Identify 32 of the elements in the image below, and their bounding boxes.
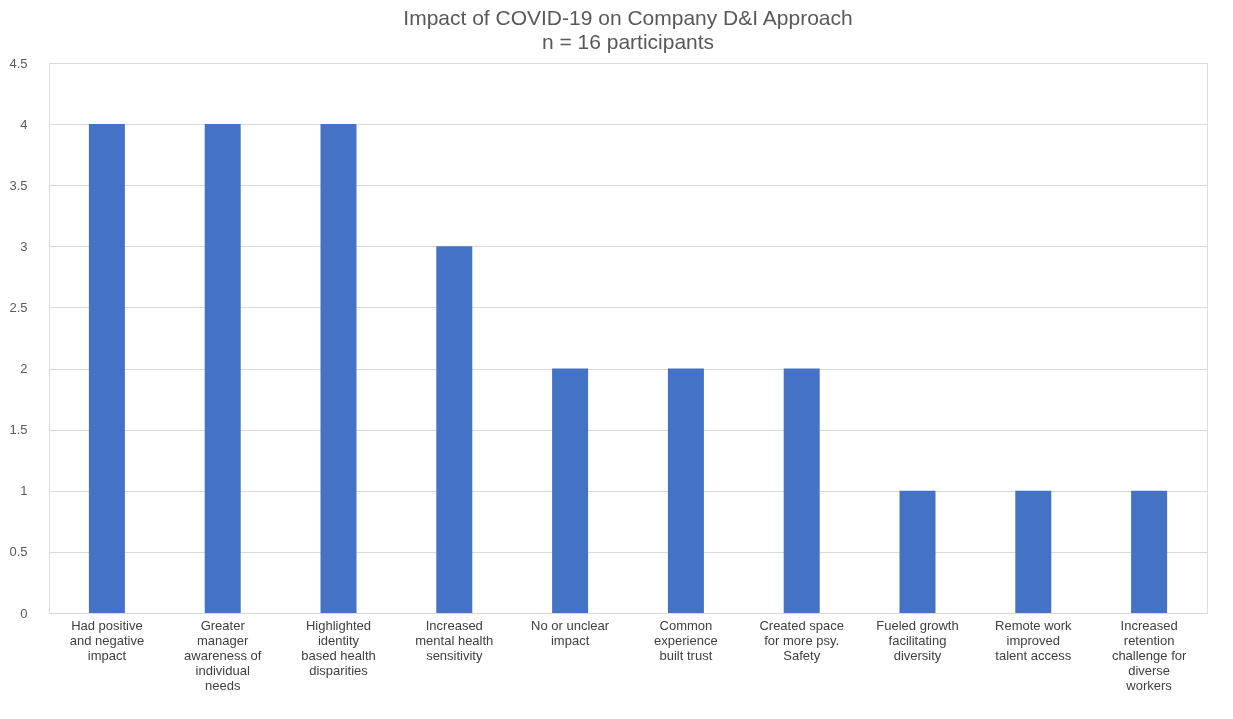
x-tick-label: Common experience built trust — [654, 617, 718, 663]
x-tick-label: No or unclear impact — [531, 617, 610, 648]
y-tick-label: 1 — [20, 483, 28, 499]
y-tick-label: 4 — [20, 116, 28, 132]
y-tick-label: 3.5 — [9, 177, 28, 193]
x-tick-label: Increased mental health sensitivity — [415, 617, 494, 663]
chart-title: Impact of COVID-19 on Company D&I Approach — [403, 6, 853, 29]
x-tick-label: Greater manager awareness of individual needs — [184, 617, 262, 693]
bar — [320, 124, 357, 613]
y-tick-label: 2 — [20, 361, 28, 377]
chart-subtitle: n = 16 participants — [541, 30, 715, 53]
y-tick-label: 4.5 — [9, 55, 28, 71]
bar — [1015, 490, 1052, 613]
y-tick-label: 2.5 — [9, 299, 28, 315]
x-tick-label: Highlighted identity based health disparities — [301, 617, 376, 678]
y-tick-label: 0 — [20, 605, 28, 621]
bar — [899, 490, 936, 613]
bar — [783, 368, 820, 613]
y-tick-label: 1.5 — [9, 422, 28, 438]
y-tick-label: 0.5 — [9, 544, 28, 560]
x-tick-label: Fueled growth facilitating diversity — [876, 617, 959, 663]
x-tick-label: Remote work improved talent access — [995, 617, 1073, 663]
bar — [88, 124, 125, 613]
y-tick-label: 3 — [20, 238, 28, 254]
bar — [204, 124, 241, 613]
bar — [1131, 490, 1168, 613]
bar — [436, 246, 473, 613]
x-tick-label: Had positive and negative impact — [69, 617, 145, 663]
bar — [552, 368, 589, 613]
x-tick-label: Created space for more psy. Safety — [759, 617, 844, 663]
x-tick-label: Increased retention challenge for diverse workers — [1111, 617, 1187, 693]
bar — [667, 368, 704, 613]
